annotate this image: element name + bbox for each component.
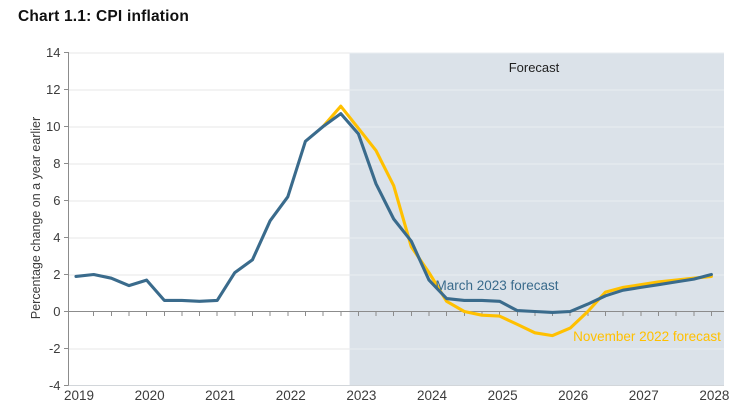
x-tick-label-2019: 2019 (64, 388, 94, 403)
y-tick-label-8: 8 (53, 156, 60, 171)
forecast-shaded-region (349, 52, 724, 386)
chart-title: Chart 1.1: CPI inflation (18, 8, 190, 25)
x-tick-label-2021: 2021 (205, 388, 235, 403)
x-tick-label-2023: 2023 (346, 388, 376, 403)
y-tick-label-2: 2 (53, 267, 60, 282)
forecast-region-label: Forecast (509, 60, 560, 75)
y-tick-label-14: 14 (46, 45, 60, 60)
x-tick-label-2027: 2027 (629, 388, 659, 403)
y-tick-label-12: 12 (46, 82, 60, 97)
y-tick-label-10: 10 (46, 119, 60, 134)
series-label-november-2022-forecast: November 2022 forecast (573, 329, 721, 344)
y-tick-label--2: -2 (49, 341, 61, 356)
x-tick-label-2020: 2020 (135, 388, 165, 403)
series-label-march-2023-forecast: March 2023 forecast (435, 278, 558, 293)
y-tick-label-6: 6 (53, 193, 60, 208)
x-tick-label-2022: 2022 (276, 388, 306, 403)
x-tick-label-2026: 2026 (558, 388, 588, 403)
x-tick-label-2024: 2024 (417, 388, 448, 403)
series-line-march-2023-forecast (74, 112, 713, 314)
x-tick-label-2028: 2028 (699, 388, 729, 403)
y-tick-label-4: 4 (53, 230, 60, 245)
series-line-november-2022-forecast (321, 104, 713, 338)
x-tick-label-2025: 2025 (488, 388, 518, 403)
y-tick-label-0: 0 (53, 304, 60, 319)
y-tick-label--4: -4 (49, 378, 61, 393)
